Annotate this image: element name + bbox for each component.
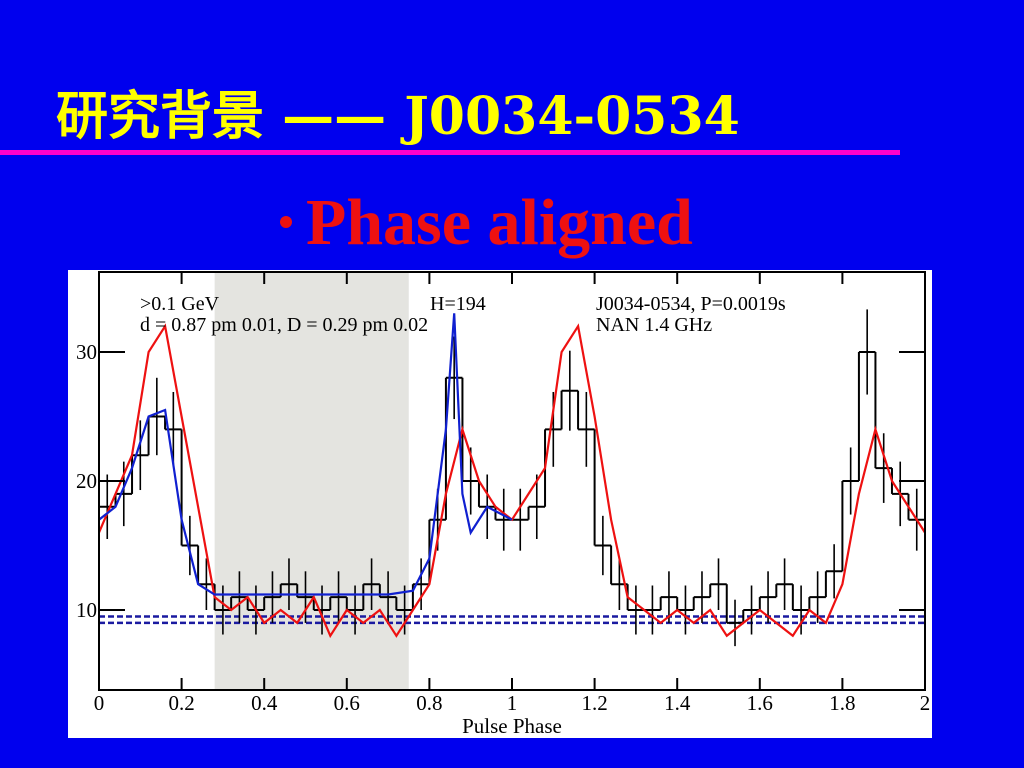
annotation: H=194 — [430, 293, 486, 315]
series-line — [99, 313, 513, 596]
x-tick-label: 2 — [920, 691, 931, 715]
title-underline — [0, 150, 900, 155]
x-tick-label: 0.8 — [416, 691, 442, 715]
annotation: d = 0.87 pm 0.01, D = 0.29 pm 0.02 — [140, 314, 428, 336]
x-tick-label: 1 — [507, 691, 518, 715]
x-tick-label: 1.6 — [747, 691, 773, 715]
x-tick-label: 1.2 — [581, 691, 607, 715]
annotation: >0.1 GeV — [140, 293, 220, 315]
slide-title: 研究背景 —— J0034-0534 — [56, 86, 740, 147]
y-tick-label: 30 — [76, 340, 97, 364]
x-tick-label: 0 — [94, 691, 105, 715]
chart: 0 0.2 0.4 0.6 0.8 1 1.2 1.4 1.6 1.8 2 10 20 30 Pulse P… — [76, 271, 931, 738]
x-tick-label: 1.8 — [829, 691, 855, 715]
chart-panel — [68, 270, 932, 738]
y-tick-label: 10 — [76, 598, 97, 622]
y-tick-label: 20 — [76, 469, 97, 493]
x-tick-label: 0.4 — [251, 691, 278, 715]
annotation: J0034-0534, P=0.0019s — [596, 293, 786, 315]
plot-area — [99, 272, 925, 690]
x-axis-label: Pulse Phase — [462, 714, 562, 738]
annotation: NAN 1.4 GHz — [596, 314, 712, 336]
shaded-region — [214, 272, 409, 690]
bullet-dot — [280, 216, 292, 228]
x-tick-label: 1.4 — [664, 691, 691, 715]
x-tick-label: 0.2 — [168, 691, 194, 715]
bullet-text: Phase aligned — [306, 186, 693, 259]
x-tick-label: 0.6 — [334, 691, 360, 715]
